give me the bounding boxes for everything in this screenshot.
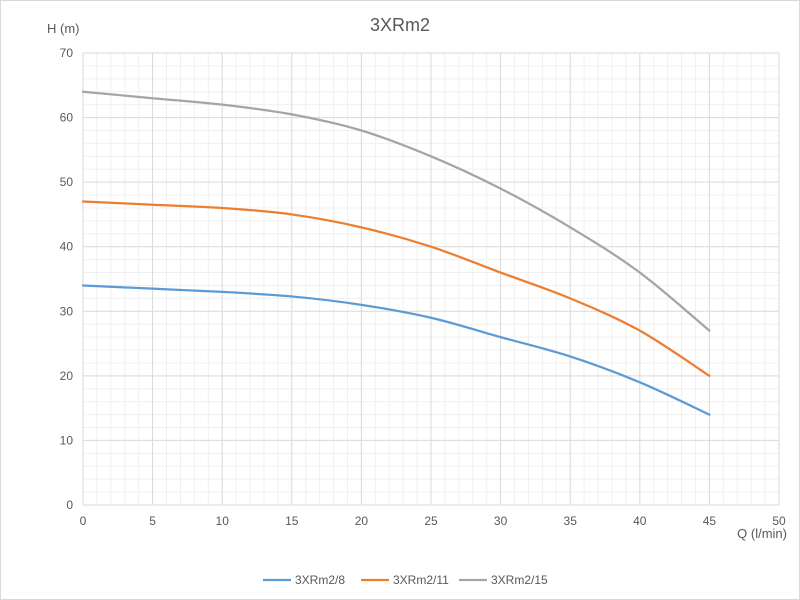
x-tick-label: 10 bbox=[216, 514, 230, 528]
legend-label-3: 3XRm2/15 bbox=[491, 573, 548, 587]
x-tick-label: 5 bbox=[149, 514, 156, 528]
series-line-3 bbox=[81, 90, 711, 332]
x-tick-label: 45 bbox=[703, 514, 717, 528]
legend-label-1: 3XRm2/8 bbox=[295, 573, 345, 587]
legend: 3XRm2/8 3XRm2/11 3XRm2/15 bbox=[263, 573, 548, 587]
series-line-1 bbox=[81, 284, 711, 416]
y-tick-label: 30 bbox=[60, 304, 74, 318]
x-tick-label: 25 bbox=[424, 514, 438, 528]
major-gridlines bbox=[82, 52, 780, 506]
y-tick-label: 70 bbox=[60, 46, 74, 60]
series-line-2 bbox=[81, 200, 711, 377]
x-tick-label: 35 bbox=[564, 514, 578, 528]
x-tick-label: 50 bbox=[772, 514, 786, 528]
y-tick-label: 60 bbox=[60, 111, 74, 125]
y-axis-title: H (m) bbox=[47, 21, 80, 36]
y-tick-label: 40 bbox=[60, 240, 74, 254]
chart-title: 3XRm2 bbox=[370, 15, 430, 35]
x-tick-label: 40 bbox=[633, 514, 647, 528]
x-tick-label: 30 bbox=[494, 514, 508, 528]
legend-label-2: 3XRm2/11 bbox=[393, 573, 449, 587]
y-tick-label: 0 bbox=[66, 498, 73, 512]
tick-labels: 0 5 10 15 20 25 30 35 40 45 50 0 10 20 30 40 50 60 70 bbox=[60, 46, 786, 528]
series-lines bbox=[81, 90, 711, 416]
y-tick-label: 50 bbox=[60, 175, 74, 189]
minor-gridlines bbox=[83, 53, 779, 505]
y-tick-label: 20 bbox=[60, 369, 74, 383]
x-tick-label: 0 bbox=[80, 514, 87, 528]
x-tick-label: 20 bbox=[355, 514, 369, 528]
y-tick-label: 10 bbox=[60, 433, 74, 447]
x-tick-label: 15 bbox=[285, 514, 299, 528]
x-axis-title: Q (l/min) bbox=[737, 526, 787, 541]
